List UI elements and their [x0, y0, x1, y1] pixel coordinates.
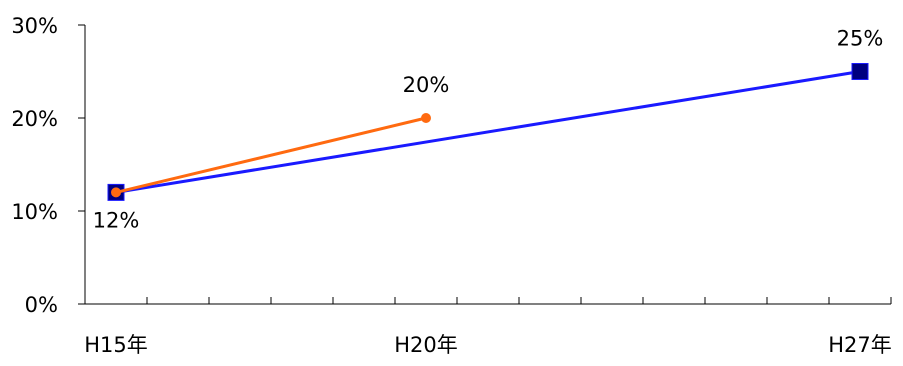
y-tick-label: 20% [11, 107, 58, 131]
x-tick-label: H20年 [394, 333, 458, 357]
data-labels: 25% 12% 20% [93, 27, 884, 233]
data-point-marker [421, 113, 431, 123]
y-tick-label: 30% [11, 14, 58, 38]
y-tick-label: 10% [11, 200, 58, 224]
data-point-marker [111, 187, 121, 198]
data-point-marker [851, 63, 869, 80]
data-label: 25% [837, 27, 884, 51]
series-line-1 [115, 70, 861, 194]
series [107, 63, 869, 201]
y-tick-label: 0% [25, 293, 58, 317]
x-tick-label: H27年 [828, 333, 892, 357]
axes [78, 24, 892, 305]
data-label: 20% [403, 73, 450, 97]
x-tick-label: H15年 [84, 333, 148, 357]
series-line-2 [115, 116, 427, 194]
tick-labels: 0% 10% 20% 30% H15年 H20年 H27年 [11, 14, 891, 357]
data-label: 12% [93, 208, 140, 232]
